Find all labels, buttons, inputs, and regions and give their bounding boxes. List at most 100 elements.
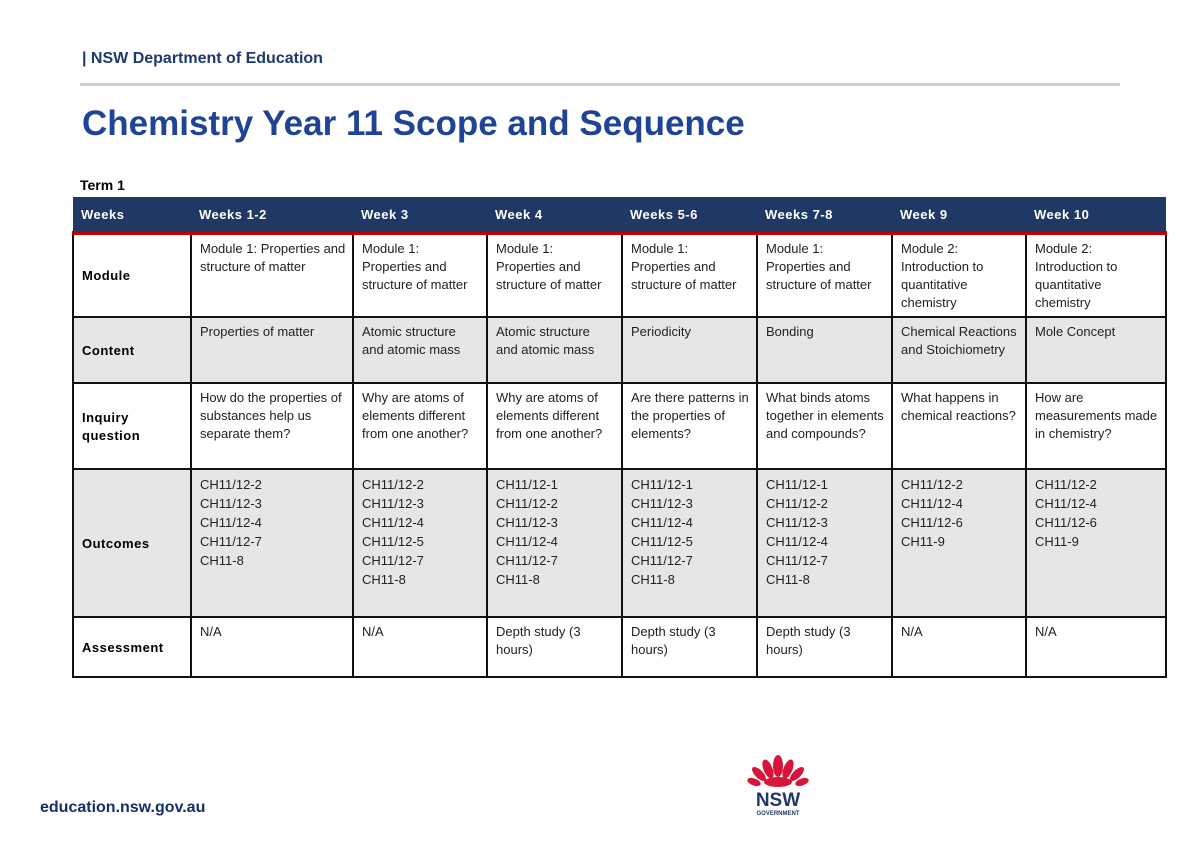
outcome-code: CH11/12-4 [1035, 496, 1097, 511]
outcome-code: CH11/12-7 [766, 553, 828, 568]
header-divider [80, 83, 1120, 86]
outcome-code: CH11/12-2 [766, 496, 828, 511]
column-header: Week 9 [892, 197, 1026, 235]
table-cell: How do the properties of substances help… [190, 382, 354, 470]
table-cell: How are measurements made in chemistry? [1025, 382, 1167, 470]
table-cell: Module 2: Introduction to quantitative c… [891, 232, 1027, 318]
scope-sequence-table: Weeks Weeks 1-2 Week 3 Week 4 Weeks 5-6 … [72, 197, 1167, 678]
table-cell: Depth study (3 hours) [756, 616, 893, 678]
outcome-code: CH11/12-3 [496, 515, 558, 530]
page-title: Chemistry Year 11 Scope and Sequence [82, 104, 745, 143]
column-header: Week 10 [1026, 197, 1166, 235]
outcomes-cell: CH11/12-2 CH11/12-3 CH11/12-4 CH11/12-7 CH11… [190, 468, 354, 618]
outcome-code: CH11/12-5 [631, 534, 693, 549]
column-header: Weeks [73, 197, 191, 235]
outcome-code: CH11/12-7 [362, 553, 424, 568]
outcome-code: CH11/12-4 [631, 515, 693, 530]
outcome-code: CH11/12-3 [362, 496, 424, 511]
table-cell: What happens in chemical reactions? [891, 382, 1027, 470]
table-cell: Module 1: Properties and structure of ma… [756, 232, 893, 318]
outcome-code: CH11/12-1 [766, 477, 828, 492]
column-header: Week 3 [353, 197, 487, 235]
table-cell: Module 2: Introduction to quantitative c… [1025, 232, 1167, 318]
svg-text:GOVERNMENT: GOVERNMENT [756, 811, 799, 817]
row-header: Inquiry question [72, 382, 192, 470]
outcome-code: CH11/12-4 [362, 515, 424, 530]
outcomes-cell: CH11/12-2 CH11/12-3 CH11/12-4 CH11/12-5 CH11… [352, 468, 488, 618]
table-row-assessment: Assessment N/A N/A Depth study (3 hours)… [72, 616, 1167, 678]
outcome-code: CH11-9 [1035, 534, 1079, 549]
table-row-content: Content Properties of matter Atomic stru… [72, 316, 1167, 384]
department-label: | NSW Department of Education [82, 50, 323, 67]
outcome-code: CH11/12-1 [631, 477, 693, 492]
outcomes-cell: CH11/12-2 CH11/12-4 CH11/12-6 CH11-9 [891, 468, 1027, 618]
svg-text:NSW: NSW [756, 790, 800, 811]
table-row-module: Module Module 1: Properties and structur… [72, 232, 1167, 318]
table-cell: Atomic structure and atomic mass [352, 316, 488, 384]
outcomes-cell: CH11/12-2 CH11/12-4 CH11/12-6 CH11-9 [1025, 468, 1167, 618]
outcome-code: CH11-8 [496, 572, 540, 587]
column-header: Week 4 [487, 197, 622, 235]
outcomes-cell: CH11/12-1 CH11/12-2 CH11/12-3 CH11/12-4 CH11… [756, 468, 893, 618]
table-cell: Atomic structure and atomic mass [486, 316, 623, 384]
table-cell: Mole Concept [1025, 316, 1167, 384]
table-header-row: Weeks Weeks 1-2 Week 3 Week 4 Weeks 5-6 … [73, 197, 1166, 235]
row-header: Outcomes [72, 468, 192, 618]
outcome-code: CH11-8 [200, 553, 244, 568]
term-label: Term 1 [80, 177, 125, 193]
table-cell: N/A [1025, 616, 1167, 678]
outcome-code: CH11/12-4 [496, 534, 558, 549]
outcome-code: CH11/12-7 [496, 553, 558, 568]
outcomes-cell: CH11/12-1 CH11/12-3 CH11/12-4 CH11/12-5 CH11… [621, 468, 758, 618]
table-cell: Bonding [756, 316, 893, 384]
table-cell: Are there patterns in the properties of … [621, 382, 758, 470]
row-header: Content [72, 316, 192, 384]
outcome-code: CH11/12-6 [1035, 515, 1097, 530]
outcome-code: CH11/12-4 [901, 496, 963, 511]
outcomes-cell: CH11/12-1 CH11/12-2 CH11/12-3 CH11/12-4 CH11… [486, 468, 623, 618]
outcome-code: CH11/12-7 [631, 553, 693, 568]
table-row-outcomes: Outcomes CH11/12-2 CH11/12-3 CH11/12-4 CH11… [72, 468, 1167, 618]
table-cell: Properties of matter [190, 316, 354, 384]
outcome-code: CH11/12-3 [200, 496, 262, 511]
outcome-code: CH11/12-2 [901, 477, 963, 492]
column-header: Weeks 5-6 [622, 197, 757, 235]
outcome-code: CH11/12-4 [200, 515, 262, 530]
table-cell: Module 1: Properties and structure of ma… [352, 232, 488, 318]
table-cell: Chemical Reactions and Stoichiometry [891, 316, 1027, 384]
outcome-code: CH11-8 [766, 572, 810, 587]
outcome-code: CH11/12-2 [1035, 477, 1097, 492]
table-cell: What binds atoms together in elements an… [756, 382, 893, 470]
column-header: Weeks 1-2 [191, 197, 353, 235]
outcome-code: CH11/12-4 [766, 534, 828, 549]
outcome-code: CH11-8 [631, 572, 675, 587]
footer-website-link[interactable]: education.nsw.gov.au [40, 799, 206, 816]
outcome-code: CH11/12-2 [200, 477, 262, 492]
outcome-code: CH11/12-1 [496, 477, 558, 492]
outcome-code: CH11/12-7 [200, 534, 262, 549]
outcome-code: CH11-8 [362, 572, 406, 587]
outcome-code: CH11/12-6 [901, 515, 963, 530]
table-cell: N/A [352, 616, 488, 678]
outcome-code: CH11/12-3 [766, 515, 828, 530]
outcome-code: CH11/12-2 [496, 496, 558, 511]
table-row-inquiry-question: Inquiry question How do the properties o… [72, 382, 1167, 470]
table-cell: N/A [891, 616, 1027, 678]
row-header: Assessment [72, 616, 192, 678]
table-cell: Module 1: Properties and structure of ma… [621, 232, 758, 318]
nsw-government-logo-icon: NSW GOVERNMENT [747, 755, 809, 817]
outcome-code: CH11-9 [901, 534, 945, 549]
table-cell: Why are atoms of elements different from… [352, 382, 488, 470]
table-cell: Why are atoms of elements different from… [486, 382, 623, 470]
table-cell: Module 1: Properties and structure of ma… [486, 232, 623, 318]
outcome-code: CH11/12-3 [631, 496, 693, 511]
table-cell: N/A [190, 616, 354, 678]
outcome-code: CH11/12-5 [362, 534, 424, 549]
table-cell: Periodicity [621, 316, 758, 384]
table-cell: Depth study (3 hours) [486, 616, 623, 678]
column-header: Weeks 7-8 [757, 197, 892, 235]
table-cell: Depth study (3 hours) [621, 616, 758, 678]
row-header: Module [72, 232, 192, 318]
outcome-code: CH11/12-2 [362, 477, 424, 492]
table-cell: Module 1: Properties and structure of ma… [190, 232, 354, 318]
